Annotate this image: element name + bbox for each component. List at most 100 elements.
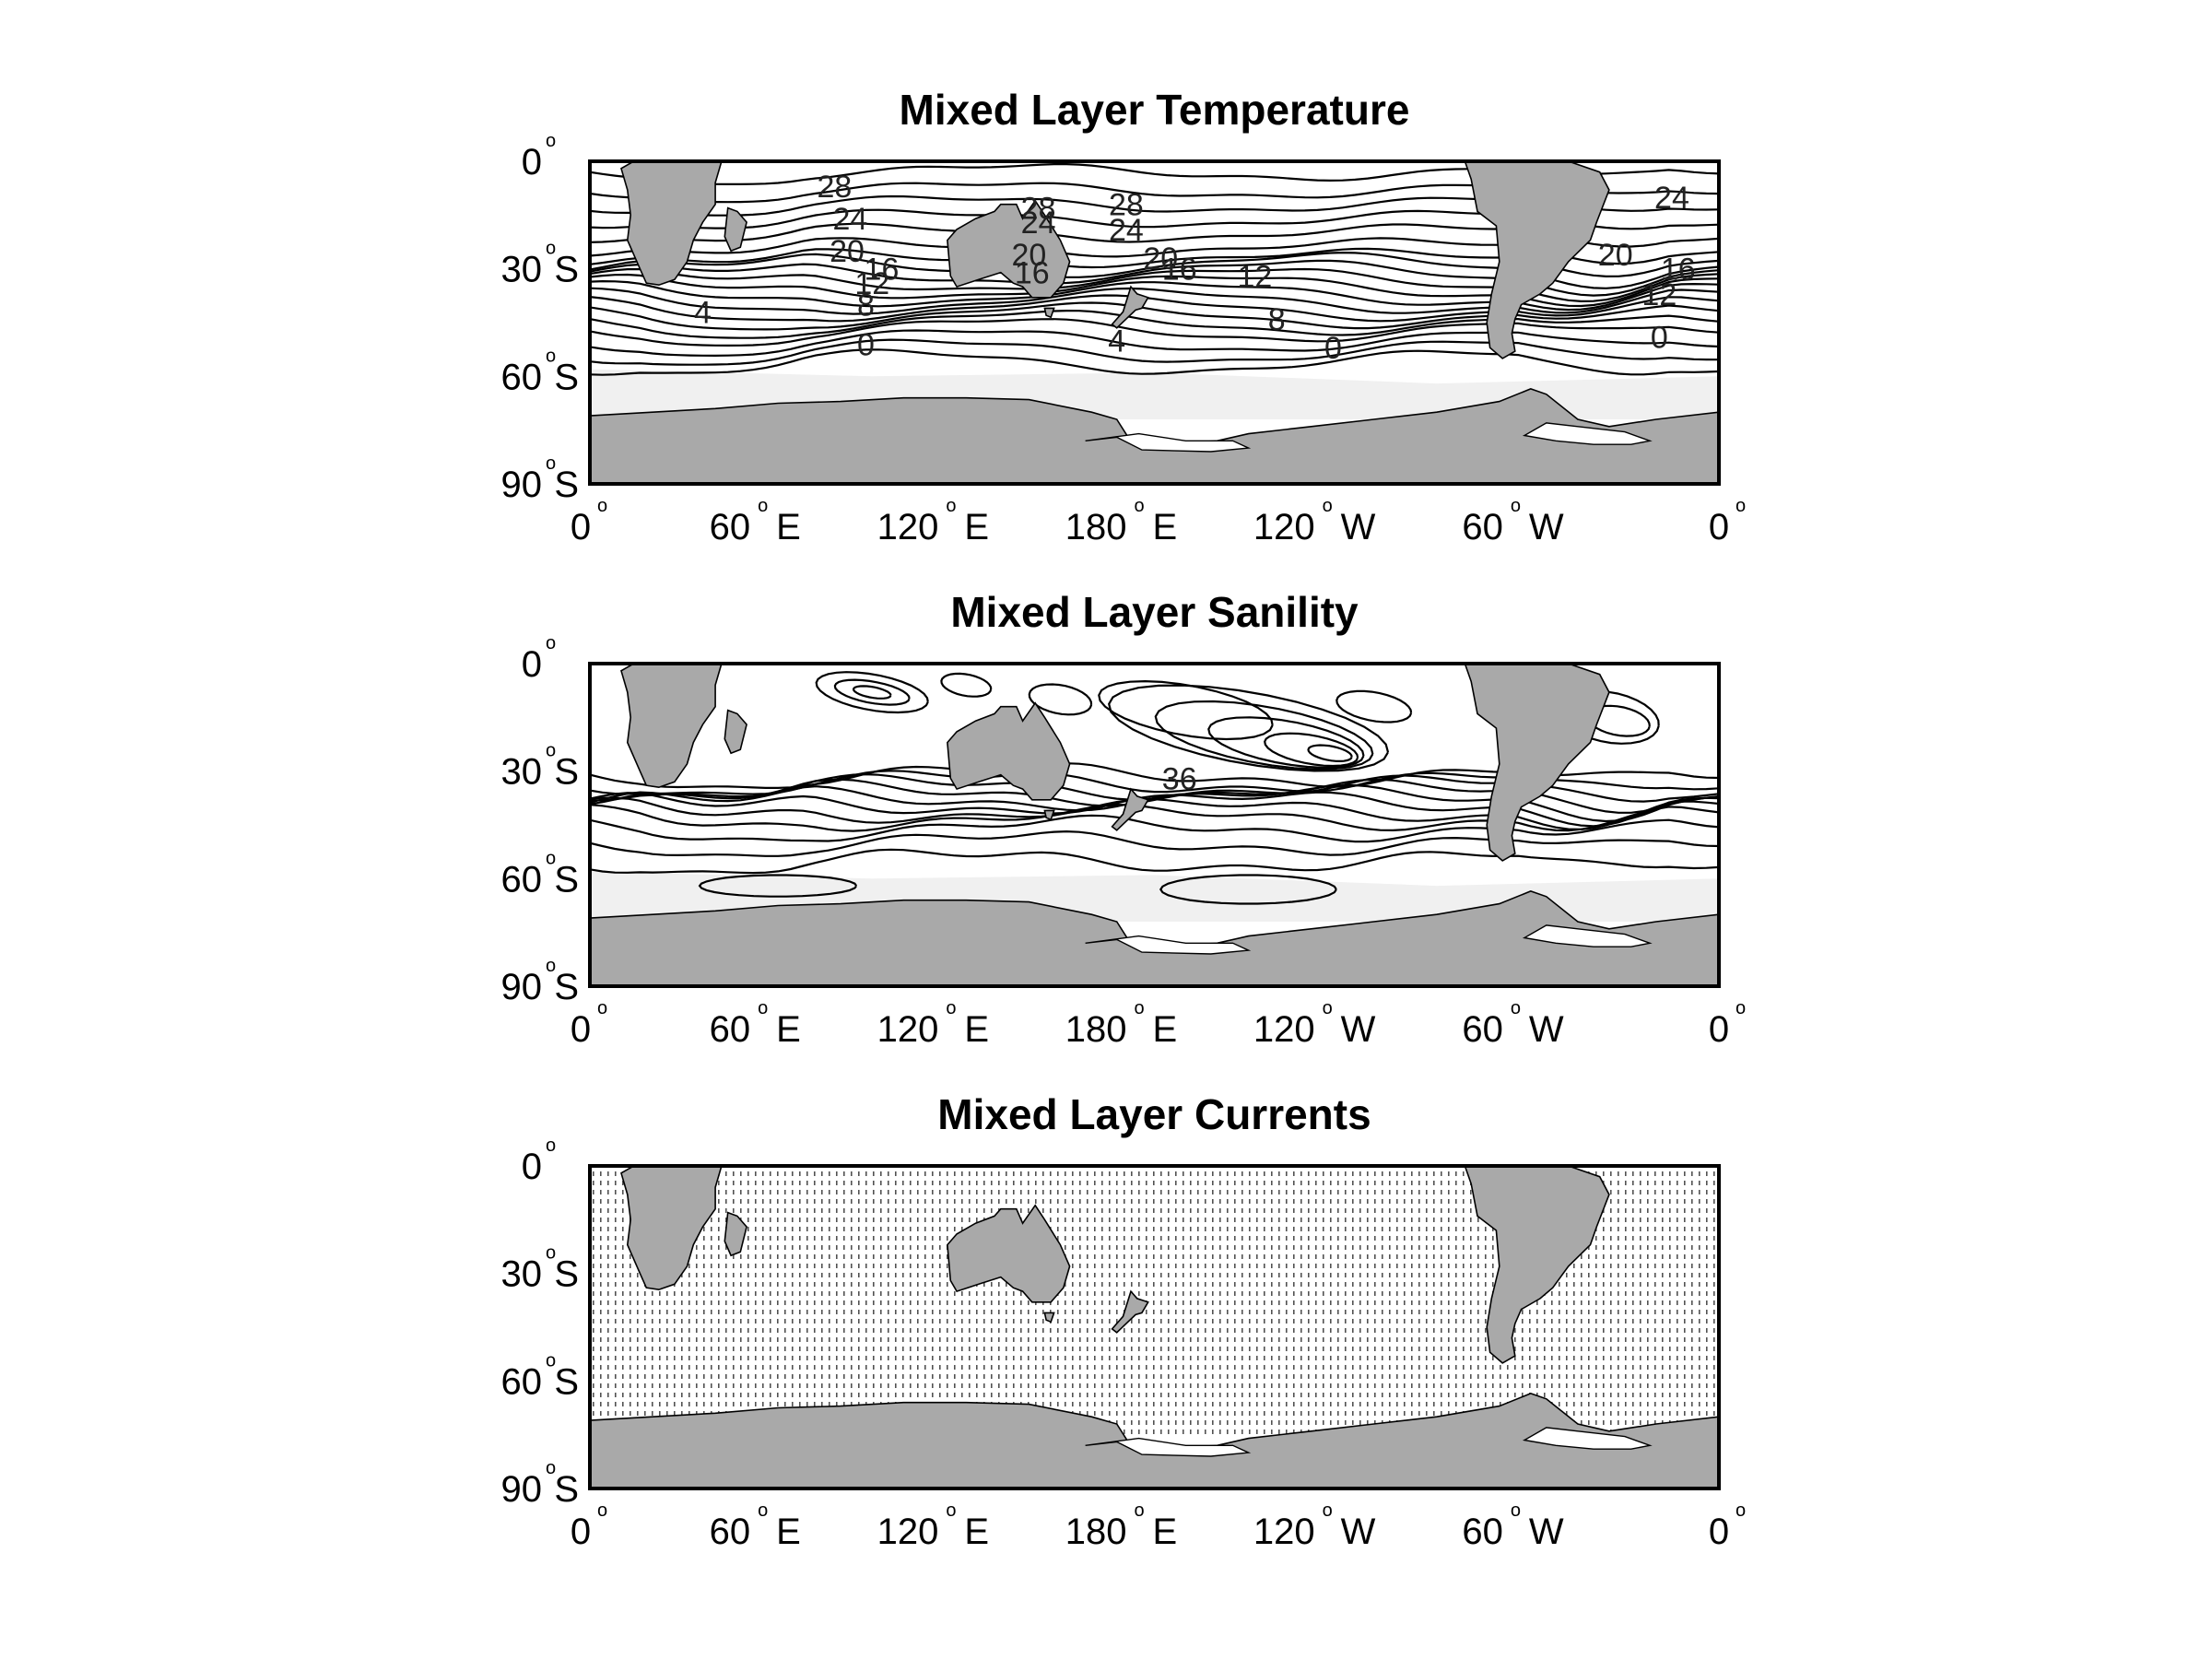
y-tick-degree: o [546,1243,556,1264]
weddell-ice-shelf [1522,924,1653,947]
x-tick-degree: o [597,496,607,516]
y-tick-degree: o [546,956,556,976]
x-tick-degree: o [1511,1500,1521,1521]
salinity-contour [1307,744,1353,763]
south-america-land [1464,1166,1610,1364]
map-area [590,664,1719,986]
salinity-contour [940,672,993,698]
y-tick-degree: o [546,1135,556,1156]
map-panel-currents: Mixed Layer Currents0o30oS60oS90oS0o60oE… [501,1090,1747,1552]
y-tick-suffix: S [554,859,579,900]
x-tick-label: 180 [1065,1009,1127,1050]
y-tick-label: 0 [522,1147,542,1187]
madagascar-land [724,206,747,253]
x-tick-suffix: W [1529,1512,1564,1552]
madagascar-land [724,1211,747,1257]
y-tick-suffix: S [554,1361,579,1402]
tasmania-land [1043,1312,1055,1324]
africa-land [620,161,723,287]
x-tick-degree: o [1135,998,1145,1018]
salinity-contour [590,783,1719,823]
contour-label: 20 [830,234,865,269]
y-tick-degree: o [546,346,556,366]
x-tick-degree: o [1135,1500,1145,1521]
x-tick-label: 0 [571,507,591,547]
y-tick-suffix: S [554,357,579,397]
x-tick-degree: o [1735,1500,1746,1521]
salinity-contour [1108,684,1390,772]
map-area [590,161,1719,484]
x-tick-suffix: W [1341,507,1376,547]
y-tick-degree: o [546,453,556,474]
x-tick-degree: o [1323,1500,1333,1521]
contour-label: 36 [1162,761,1197,796]
x-tick-degree: o [758,1500,768,1521]
contour-label: 8 [1268,302,1286,337]
ross-ice-shelf [1085,432,1252,453]
antarctica-land [590,890,1719,986]
australia-land [947,1204,1071,1303]
y-tick-degree: o [546,239,556,259]
contour-label: 16 [1661,253,1696,288]
x-tick-degree: o [758,496,768,516]
x-tick-degree: o [1511,998,1521,1018]
contour-label: 20 [1143,241,1178,276]
contour-label: 20 [1598,238,1633,273]
weddell-ice-shelf [1522,422,1653,445]
y-tick-degree: o [546,131,556,151]
x-tick-label: 60 [710,507,751,547]
salinity-contour [1154,700,1374,771]
x-tick-degree: o [946,1500,956,1521]
temperature-contour [590,301,1719,331]
x-tick-label: 60 [710,1009,751,1050]
south-america-land [1464,161,1610,359]
temperature-contour [590,294,1719,323]
y-tick-suffix: S [554,752,579,793]
contour-label: 4 [1108,324,1125,359]
contour-label: 24 [1109,213,1144,248]
x-tick-suffix: W [1341,1009,1376,1050]
contour-label: 20 [1011,238,1046,273]
x-tick-label: 60 [1462,1512,1503,1552]
x-tick-suffix: W [1529,507,1564,547]
tasmania-land [1043,809,1055,821]
x-tick-suffix: E [776,507,801,547]
x-tick-suffix: W [1529,1009,1564,1050]
x-tick-suffix: E [776,1512,801,1552]
new-zealand-land [1111,1289,1149,1334]
y-tick-label: 30 [501,752,543,793]
x-tick-suffix: E [964,1512,989,1552]
contour-label: 24 [1021,206,1056,241]
y-tick-label: 30 [501,250,543,290]
x-tick-label: 120 [1253,1009,1315,1050]
x-tick-label: 0 [571,1009,591,1050]
x-tick-suffix: E [964,507,989,547]
salinity-contour [1264,732,1359,768]
x-tick-label: 120 [877,507,939,547]
panel-title: Mixed Layer Currents [937,1090,1371,1138]
x-tick-suffix: E [776,1009,801,1050]
temperature-contour [590,279,1719,312]
y-tick-label: 30 [501,1254,543,1295]
contour-label: 0 [1324,331,1342,366]
x-tick-label: 120 [1253,507,1315,547]
australia-land [947,199,1071,299]
panel-title: Mixed Layer Temperature [900,86,1410,134]
antarctica-land [590,1393,1719,1488]
antarctica-land [590,388,1719,484]
salinity-contour [590,791,1719,828]
map-area [590,1166,1719,1488]
x-tick-label: 0 [1709,1512,1729,1552]
y-tick-suffix: S [554,465,579,505]
x-tick-label: 0 [1709,507,1729,547]
y-tick-degree: o [546,741,556,761]
x-tick-degree: o [1135,496,1145,516]
panel-title: Mixed Layer Sanility [950,588,1359,636]
weddell-ice-shelf [1522,1427,1653,1450]
contour-label: 24 [1654,181,1689,216]
new-zealand-land [1111,787,1149,831]
temperature-contour [590,309,1719,339]
temperature-contour [590,329,1719,358]
contour-label: 16 [865,253,900,288]
y-tick-label: 0 [522,142,542,182]
